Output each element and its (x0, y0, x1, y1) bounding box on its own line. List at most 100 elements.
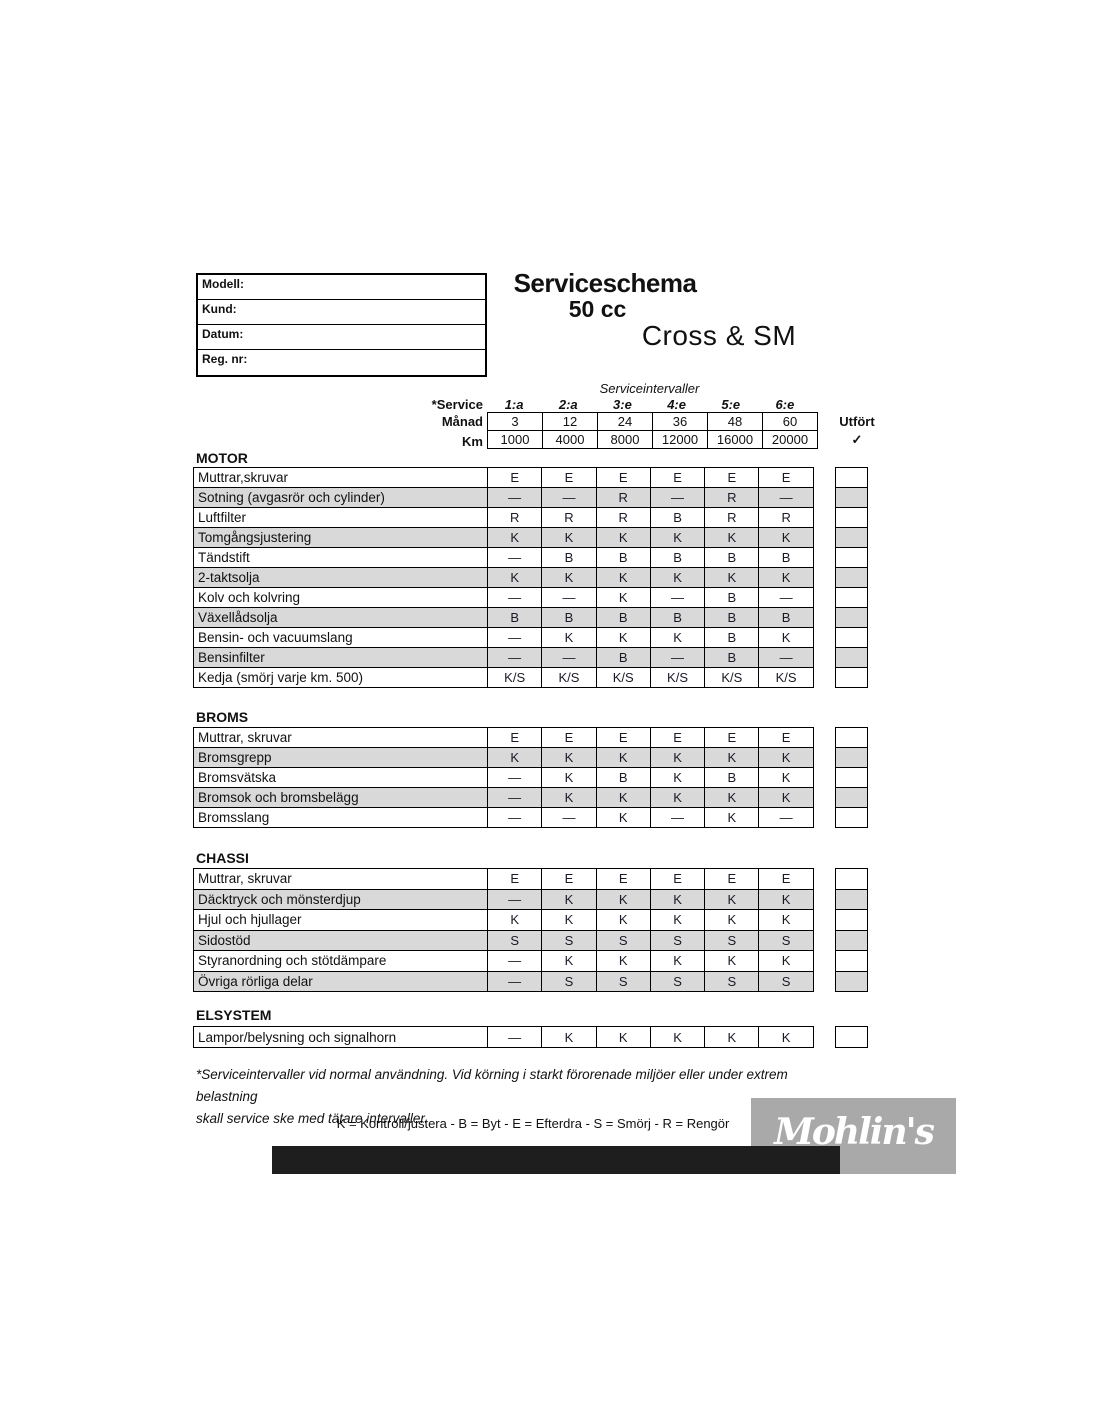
service-code-cell: — (486, 647, 543, 668)
table-row: Bromsslang — — K — K — (193, 807, 814, 828)
utfort-checkbox-cell[interactable] (835, 627, 868, 648)
vehicle-form-box: Modell: Kund: Datum: Reg. nr: (196, 273, 487, 377)
form-row-kund[interactable]: Kund: (198, 300, 485, 325)
utfort-checkbox-cell[interactable] (835, 567, 868, 588)
utfort-checkbox-cell[interactable] (835, 888, 868, 910)
service-code-cell: — (486, 547, 543, 568)
item-label: Lampor/belysning och signalhorn (193, 1026, 488, 1048)
service-code-cell: K (541, 787, 597, 808)
utfort-checkbox-cell[interactable] (835, 868, 868, 890)
table-row: Styranordning och stötdämpare — K K K K K (193, 950, 814, 972)
utfort-checkbox-cell[interactable] (835, 547, 868, 568)
service-code-cell: K (649, 909, 706, 931)
service-code-cell: — (486, 787, 543, 808)
utfort-checkbox-cell[interactable] (835, 909, 868, 931)
service-code-cell: B (758, 607, 814, 628)
section-table-motor: Muttrar,skruvar E E E E E E Sotning (avgasrör o… (193, 467, 814, 688)
service-code-cell: K (758, 787, 814, 808)
section-header-motor: MOTOR (196, 450, 248, 466)
utfort-checkbox-cell[interactable] (835, 507, 868, 528)
page-title: Serviceschema (513, 268, 697, 298)
service-code-cell: K (595, 950, 651, 972)
section-header-broms: BROMS (196, 709, 249, 725)
checkmark-icon: ✓ (851, 432, 863, 447)
service-code-cell: K/S (704, 667, 760, 688)
service-code-cell: K (595, 909, 651, 931)
utfort-checkbox-cell[interactable] (835, 487, 868, 508)
kund-label: Kund: (202, 302, 237, 316)
service-code-cell: K/S (758, 667, 814, 688)
page-subtitle-50cc: 50 cc (568, 296, 627, 322)
modell-label: Modell: (202, 277, 244, 291)
utfort-checkbox-cell[interactable] (835, 787, 868, 808)
service-code-cell: K (541, 1026, 597, 1048)
utfort-checkbox-cell[interactable] (835, 970, 868, 992)
form-row-datum[interactable]: Datum: (198, 325, 485, 350)
service-code-cell: B (704, 547, 760, 568)
manad-cell: 3 (487, 412, 543, 431)
service-code-cell: R (541, 507, 597, 528)
utfort-checkbox-cell[interactable] (835, 767, 868, 788)
service-code-cell: K (704, 909, 760, 931)
service-code-cell: E (486, 727, 543, 748)
service-code-cell: K (704, 527, 760, 548)
form-row-regnr[interactable]: Reg. nr: (198, 350, 485, 375)
service-code-cell: B (595, 547, 651, 568)
item-label: Tomgångsjustering (193, 527, 488, 548)
km-cell: 1000 (487, 430, 543, 449)
table-row: 2-taktsolja K K K K K K (193, 567, 814, 588)
service-code-cell: K (541, 767, 597, 788)
service-label: *Service (431, 397, 483, 412)
form-row-modell[interactable]: Modell: (198, 275, 485, 300)
service-code-cell: R (595, 487, 651, 508)
service-code-cell: K (595, 587, 651, 608)
service-code-cell: E (595, 727, 651, 748)
utfort-checkbox-cell[interactable] (835, 807, 868, 828)
utfort-checkbox-cell[interactable] (835, 607, 868, 628)
manad-cell: 60 (762, 412, 818, 431)
utfort-column-motor (835, 467, 868, 688)
service-code-cell: K/S (595, 667, 651, 688)
service-code-cell: K (649, 1026, 706, 1048)
utfort-checkbox-cell[interactable] (835, 667, 868, 688)
footnote-line1: *Serviceintervaller vid normal användnin… (196, 1067, 788, 1104)
utfort-checkbox-cell[interactable] (835, 647, 868, 668)
interval-col-header: 4:e (667, 397, 686, 412)
utfort-checkbox-cell[interactable] (835, 747, 868, 768)
service-code-cell: K (595, 888, 651, 910)
service-code-cell: K (649, 527, 706, 548)
km-cell: 20000 (762, 430, 818, 449)
table-row: Sotning (avgasrör och cylinder) — — R — R — (193, 487, 814, 508)
utfort-checkbox-cell[interactable] (835, 467, 868, 488)
service-code-cell: K (486, 909, 543, 931)
service-code-cell: B (541, 607, 597, 628)
utfort-checkbox-cell[interactable] (835, 929, 868, 951)
service-code-cell: K (595, 567, 651, 588)
service-code-cell: S (486, 929, 543, 951)
service-code-cell: — (649, 807, 706, 828)
section-header-chassi: CHASSI (196, 850, 249, 866)
item-label: Sidostöd (193, 929, 488, 951)
manad-cell: 36 (652, 412, 708, 431)
item-label: Bromsslang (193, 807, 488, 828)
item-label: Sotning (avgasrör och cylinder) (193, 487, 488, 508)
utfort-checkbox-cell[interactable] (835, 950, 868, 972)
footnote-line2: skall service ske med tätare intervaller… (196, 1111, 429, 1126)
item-label: Bromsgrepp (193, 747, 488, 768)
utfort-checkbox-cell[interactable] (835, 1026, 868, 1048)
service-code-cell: — (541, 587, 597, 608)
service-code-cell: E (704, 467, 760, 488)
service-code-cell: — (758, 587, 814, 608)
item-label: Bromsok och bromsbelägg (193, 787, 488, 808)
interval-col-header: 6:e (775, 397, 795, 412)
item-label: Luftfilter (193, 507, 488, 528)
service-code-cell: E (649, 868, 706, 890)
service-code-cell: K (595, 787, 651, 808)
utfort-checkbox-cell[interactable] (835, 527, 868, 548)
service-code-cell: K (758, 950, 814, 972)
service-code-cell: K/S (541, 667, 597, 688)
utfort-checkbox-cell[interactable] (835, 587, 868, 608)
utfort-checkbox-cell[interactable] (835, 727, 868, 748)
service-code-cell: B (704, 647, 760, 668)
